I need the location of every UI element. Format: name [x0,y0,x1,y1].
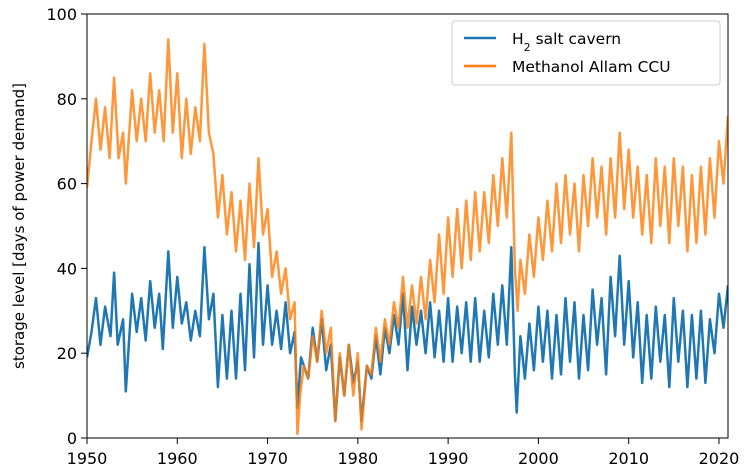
x-tick-label: 2010 [608,449,649,468]
y-tick-label: 80 [57,90,77,109]
x-tick-label: 1980 [337,449,378,468]
legend-box [451,20,721,86]
legend: H2 salt cavern Methanol Allam CCU [451,20,721,86]
legend-h2-symbol: H [512,30,524,48]
x-tick-label: 1970 [247,449,288,468]
series-line-h2-salt-cavern [87,241,728,423]
y-tick-label: 40 [57,259,77,278]
legend-entry-h2-salt-cavern: H2 salt cavern [512,30,621,54]
x-tick-label: 1990 [428,449,469,468]
legend-h2-rest: salt cavern [531,30,621,48]
legend-entry-methanol-allam-ccu: Methanol Allam CCU [512,58,671,76]
y-axis-label: storage level [days of power demand] [10,83,28,369]
y-axis-ticks: 0 20 40 60 80 100 [46,5,87,448]
x-tick-label: 2020 [699,449,740,468]
y-tick-label: 20 [57,344,77,363]
legend-h2-subscript: 2 [524,41,531,54]
y-tick-label: 0 [67,429,77,448]
series-layer [87,38,728,436]
x-tick-label: 2000 [518,449,559,468]
x-tick-label: 1960 [157,449,198,468]
x-axis-ticks: 1950 1960 1970 1980 1990 2000 2010 2020 [67,438,740,468]
x-tick-label: 1950 [67,449,108,468]
y-tick-label: 60 [57,175,77,194]
plot-frame [86,13,729,439]
y-tick-label: 100 [46,5,77,24]
series-line-methanol-allam-ccu [87,38,728,436]
